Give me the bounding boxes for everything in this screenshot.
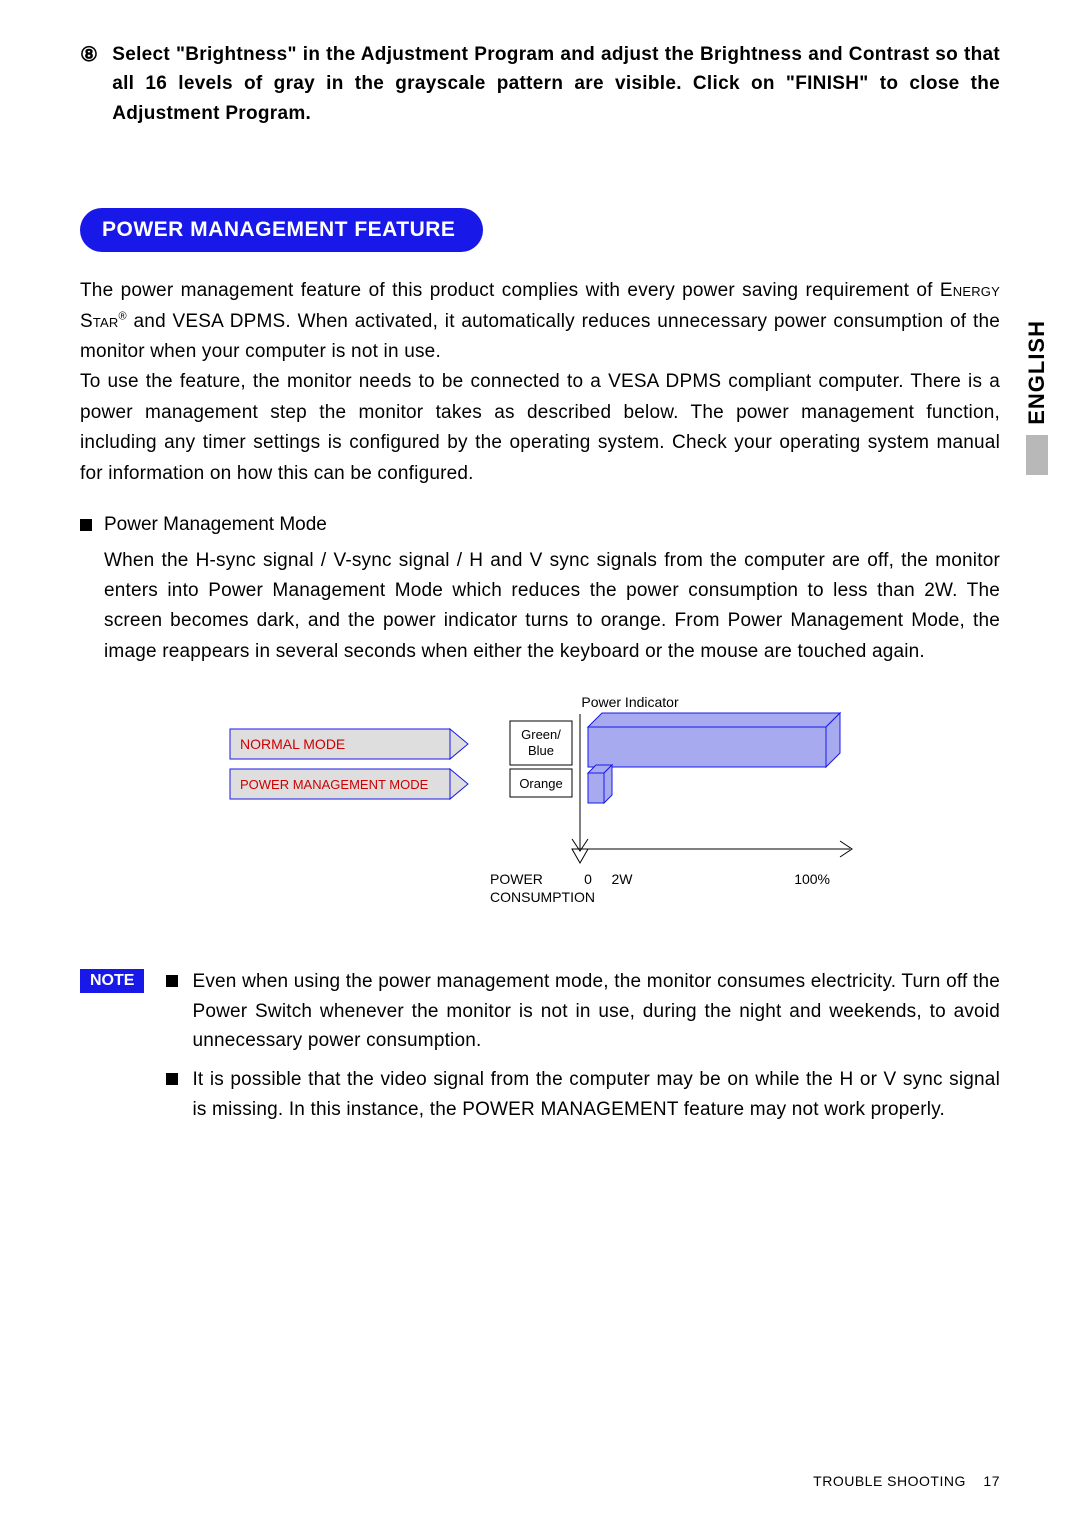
note-item: It is possible that the video signal fro… [166, 1065, 1000, 1124]
diagram-header: Power Indicator [581, 694, 679, 710]
square-bullet-icon [166, 1073, 178, 1085]
intro-paragraph-2: To use the feature, the monitor needs to… [80, 367, 1000, 489]
sub-section: Power Management Mode [80, 511, 1000, 540]
note-text: Even when using the power management mod… [192, 967, 1000, 1055]
square-bullet-icon [166, 975, 178, 987]
step-8: ⑧ Select "Brightness" in the Adjustment … [80, 40, 1000, 128]
language-tab: ENGLISH [1024, 320, 1050, 475]
diagram-svg: Power Indicator NORMAL MODE POWER MANAGE… [210, 689, 870, 939]
mode-normal-box: NORMAL MODE [230, 729, 468, 759]
step-text: Select "Brightness" in the Adjustment Pr… [112, 40, 1000, 128]
intro-1a: The power management feature of this pro… [80, 280, 940, 301]
note-list: Even when using the power management mod… [166, 967, 1000, 1134]
y-label-orange: Orange [510, 769, 572, 797]
step-marker: ⑧ [80, 40, 98, 71]
note-badge: NOTE [80, 969, 144, 993]
note-text: It is possible that the video signal fro… [192, 1065, 1000, 1124]
svg-text:Blue: Blue [528, 743, 554, 758]
y-label-green: Green/ Blue [510, 721, 572, 765]
reg-mark: ® [119, 310, 127, 322]
intro-1c: and VESA DPMS. When activated, it automa… [80, 311, 1000, 362]
svg-text:Orange: Orange [519, 776, 562, 791]
mode-pm-label: POWER MANAGEMENT MODE [240, 777, 429, 792]
sub-section-body: When the H-sync signal / V-sync signal /… [104, 546, 1000, 668]
page: ⑧ Select "Brightness" in the Adjustment … [0, 0, 1080, 1529]
sub-section-title: Power Management Mode [104, 511, 327, 540]
footer-section: TROUBLE SHOOTING [813, 1473, 966, 1489]
square-bullet-icon [80, 519, 92, 531]
bar-normal [588, 713, 840, 767]
note-item: Even when using the power management mod… [166, 967, 1000, 1055]
mode-normal-label: NORMAL MODE [240, 736, 345, 752]
footer-page: 17 [983, 1473, 1000, 1489]
intro-paragraph: The power management feature of this pro… [80, 276, 1000, 367]
section-heading: POWER MANAGEMENT FEATURE [80, 208, 483, 252]
note-block: NOTE Even when using the power managemen… [80, 967, 1000, 1134]
x-label-2: CONSUMPTION [490, 889, 595, 905]
page-footer: TROUBLE SHOOTING 17 [813, 1473, 1000, 1489]
mode-pm-box: POWER MANAGEMENT MODE [230, 769, 468, 799]
language-label: ENGLISH [1024, 320, 1050, 425]
x-tick-0: 0 [584, 871, 592, 887]
language-bar [1026, 435, 1048, 475]
svg-text:Green/: Green/ [521, 727, 561, 742]
x-tick-2w: 2W [612, 871, 634, 887]
x-label-1: POWER [490, 871, 543, 887]
bar-pm [588, 765, 612, 803]
x-tick-100: 100% [794, 871, 830, 887]
power-diagram: Power Indicator NORMAL MODE POWER MANAGE… [80, 689, 1000, 939]
